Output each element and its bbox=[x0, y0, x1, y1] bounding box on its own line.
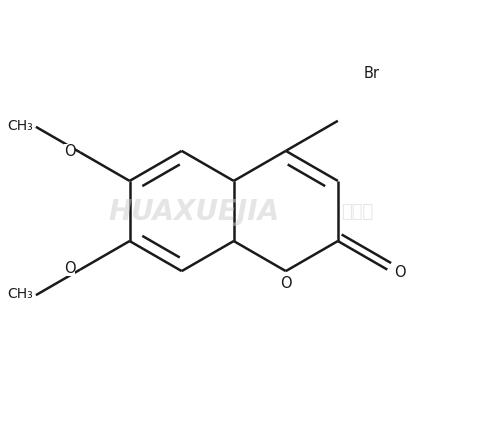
Text: HUAXUEJIA: HUAXUEJIA bbox=[108, 198, 280, 226]
Text: CH₃: CH₃ bbox=[7, 287, 33, 301]
Text: O: O bbox=[64, 261, 75, 276]
Text: 化学加: 化学加 bbox=[342, 202, 374, 220]
Text: CH₃: CH₃ bbox=[7, 119, 33, 132]
Text: O: O bbox=[395, 265, 406, 280]
Text: O: O bbox=[64, 144, 75, 159]
Text: O: O bbox=[280, 276, 292, 291]
Text: Br: Br bbox=[364, 66, 380, 81]
